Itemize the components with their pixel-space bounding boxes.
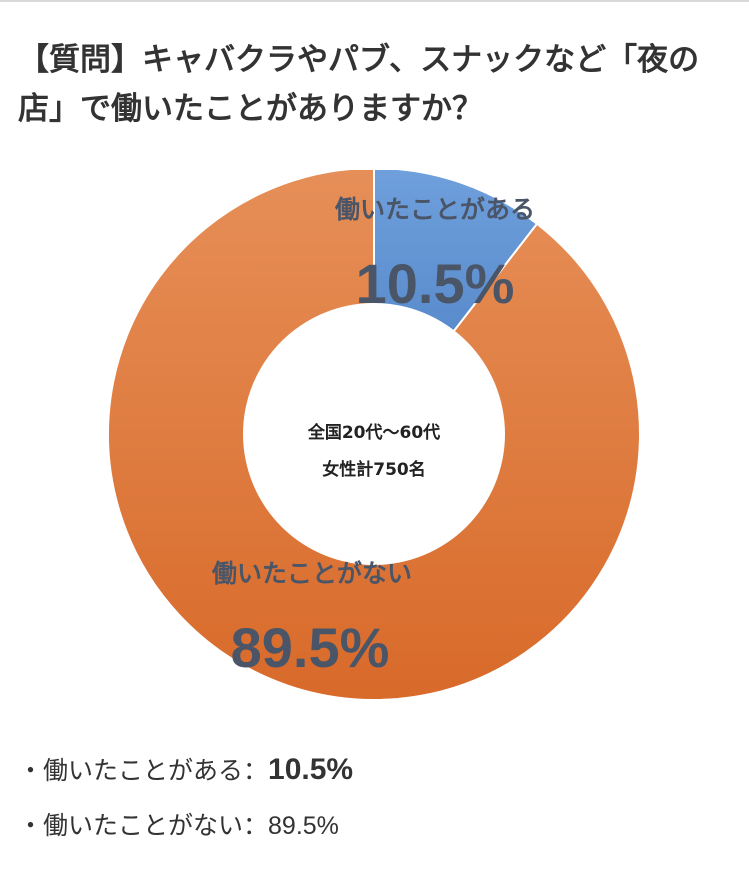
center-label-line-2: 女性計750名	[322, 459, 426, 480]
slice-value-not-worked: 89.5%	[231, 616, 390, 679]
summary-value-worked: 10.5%	[268, 753, 354, 786]
summary-item-worked: ・働いたことがある：10.5%	[18, 742, 353, 798]
slice-value-worked: 10.5%	[356, 252, 515, 315]
summary-label-not-worked: ・働いたことがない：	[18, 811, 269, 840]
donut-hole	[243, 303, 505, 565]
summary-value-not-worked: 89.5%	[268, 812, 339, 840]
summary-label-worked: ・働いたことがある：	[18, 756, 269, 785]
question-title: 【質問】キャバクラやパブ、スナックなど「夜の店」で働いたことがありますか？	[18, 42, 700, 127]
summary-list: ・働いたことがある：10.5% ・働いたことがない：89.5%	[18, 742, 353, 854]
summary-item-not-worked: ・働いたことがない：89.5%	[18, 798, 353, 854]
donut-chart: 全国20代〜60代 女性計750名 働いたことがある 10.5% 働いたことがな…	[107, 170, 641, 701]
top-divider	[0, 0, 749, 2]
center-label-line-1: 全国20代〜60代	[307, 422, 440, 443]
slice-label-not-worked: 働いたことがない	[211, 559, 412, 588]
slice-label-worked: 働いたことがある	[334, 195, 535, 224]
